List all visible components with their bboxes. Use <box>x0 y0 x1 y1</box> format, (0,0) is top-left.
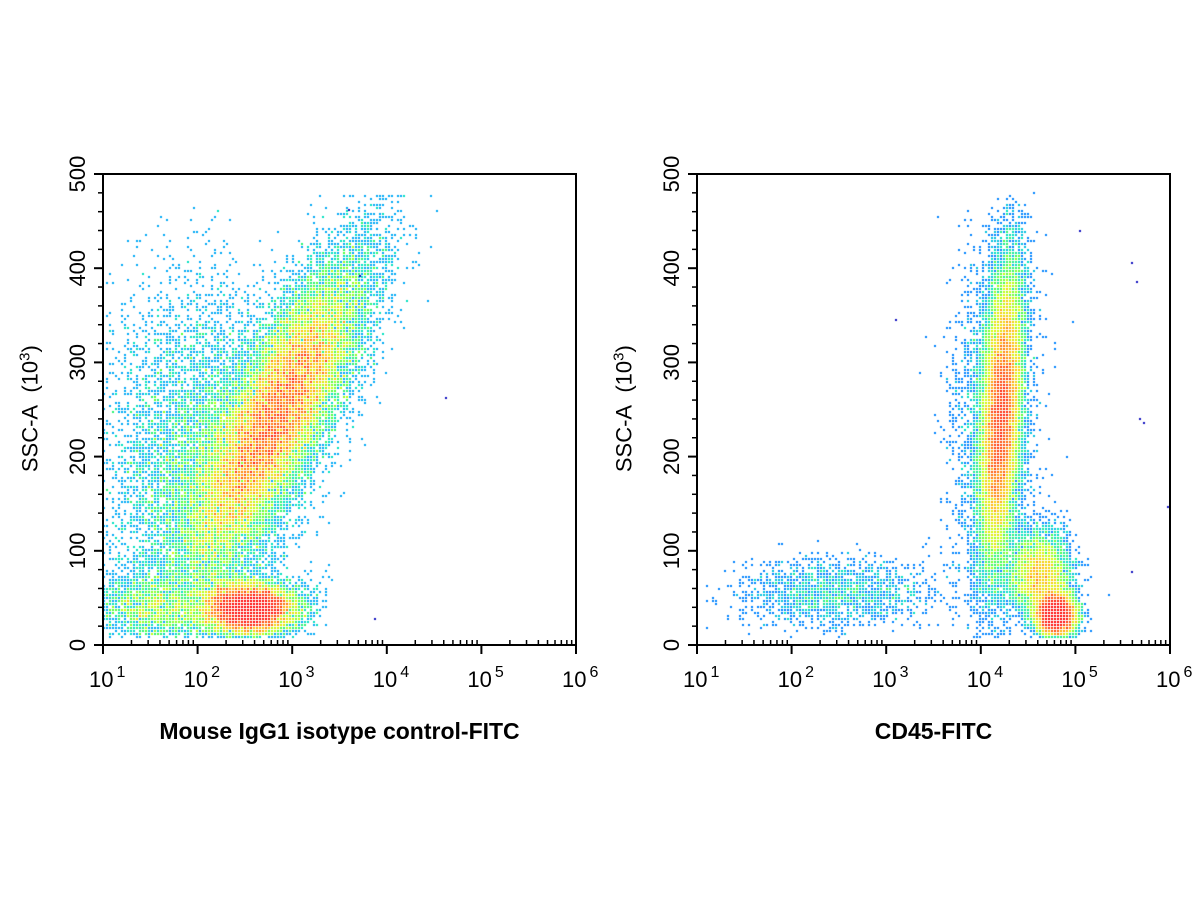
y-tick-label: 400 <box>65 250 90 287</box>
x-tick-exponent: 4 <box>400 664 409 681</box>
y-tick-label: 500 <box>65 156 90 193</box>
x-tick-label: 10 4 <box>373 664 409 692</box>
y-axis-label-left: SSC-A (103) <box>16 345 43 473</box>
x-tick-exponent: 1 <box>710 664 719 681</box>
y-tick-label: 100 <box>65 532 90 569</box>
x-tick-base: 10 <box>278 667 302 692</box>
x-tick-exponent: 6 <box>1183 664 1192 681</box>
x-tick-base: 10 <box>1156 667 1180 692</box>
x-tick-label: 10 3 <box>278 664 314 692</box>
x-tick-exponent: 4 <box>994 664 1003 681</box>
x-tick-exponent: 1 <box>116 664 125 681</box>
x-tick-label: 10 2 <box>184 664 220 692</box>
x-tick-base: 10 <box>467 667 491 692</box>
plot-panel-left: 10 1 10 2 10 3 10 4 10 5 10 6 0 100 200 300 400 500 SSC-A… <box>16 156 598 744</box>
x-tick-base: 10 <box>967 667 991 692</box>
x-tick-label: 10 4 <box>967 664 1003 692</box>
y-tick-label: 200 <box>659 438 684 475</box>
plot-panel-right: 10 1 10 2 10 3 10 4 10 5 10 6 0 100 200 300 400 500 SSC-A… <box>600 0 1200 900</box>
x-tick-base: 10 <box>562 667 586 692</box>
density-plot-right <box>697 174 1170 645</box>
y-axis-unit-base: 10 <box>17 360 43 386</box>
y-tick-label: 0 <box>659 639 684 651</box>
density-plot-left <box>103 174 576 645</box>
x-tick-label: 10 3 <box>872 664 908 692</box>
x-tick-base: 10 <box>1061 667 1085 692</box>
x-tick-exponent: 5 <box>495 664 504 681</box>
y-tick-label: 100 <box>659 532 684 569</box>
x-tick-label: 10 1 <box>683 664 719 692</box>
x-axis-label-left: Mouse IgG1 isotype control-FITC <box>159 718 520 744</box>
y-tick-label: 200 <box>65 438 90 475</box>
plot-frame <box>102 173 577 646</box>
x-tick-exponent: 3 <box>306 664 315 681</box>
y-tick-label: 400 <box>659 250 684 287</box>
y-axis-unit-exp: 3 <box>610 352 628 361</box>
x-tick-label: 10 6 <box>1156 664 1192 692</box>
plot-frame <box>696 173 1171 646</box>
x-tick-base: 10 <box>89 667 113 692</box>
x-axis-label-right: CD45-FITC <box>874 718 993 744</box>
x-tick-base: 10 <box>184 667 208 692</box>
x-tick-base: 10 <box>872 667 896 692</box>
x-tick-label: 10 6 <box>562 664 598 692</box>
x-tick-exponent: 6 <box>589 664 598 681</box>
y-tick-label: 500 <box>659 156 684 193</box>
y-axis-label-right: SSC-A (103) <box>610 345 637 473</box>
y-axis-unit-exp: 3 <box>16 352 34 361</box>
y-tick-label: 300 <box>659 344 684 381</box>
x-tick-label: 10 5 <box>467 664 503 692</box>
x-tick-label: 10 5 <box>1061 664 1097 692</box>
y-tick-label: 0 <box>65 639 90 651</box>
x-tick-base: 10 <box>373 667 397 692</box>
x-tick-exponent: 3 <box>900 664 909 681</box>
y-axis-unit-base: 10 <box>611 360 637 386</box>
x-tick-exponent: 2 <box>805 664 814 681</box>
y-axis-label-text: SSC-A <box>17 404 43 473</box>
x-tick-label: 10 1 <box>89 664 125 692</box>
x-tick-exponent: 2 <box>211 664 220 681</box>
x-tick-base: 10 <box>683 667 707 692</box>
x-tick-base: 10 <box>778 667 802 692</box>
y-axis-label-text: SSC-A <box>611 404 637 473</box>
x-tick-label: 10 2 <box>778 664 814 692</box>
x-tick-exponent: 5 <box>1089 664 1098 681</box>
y-tick-label: 300 <box>65 344 90 381</box>
